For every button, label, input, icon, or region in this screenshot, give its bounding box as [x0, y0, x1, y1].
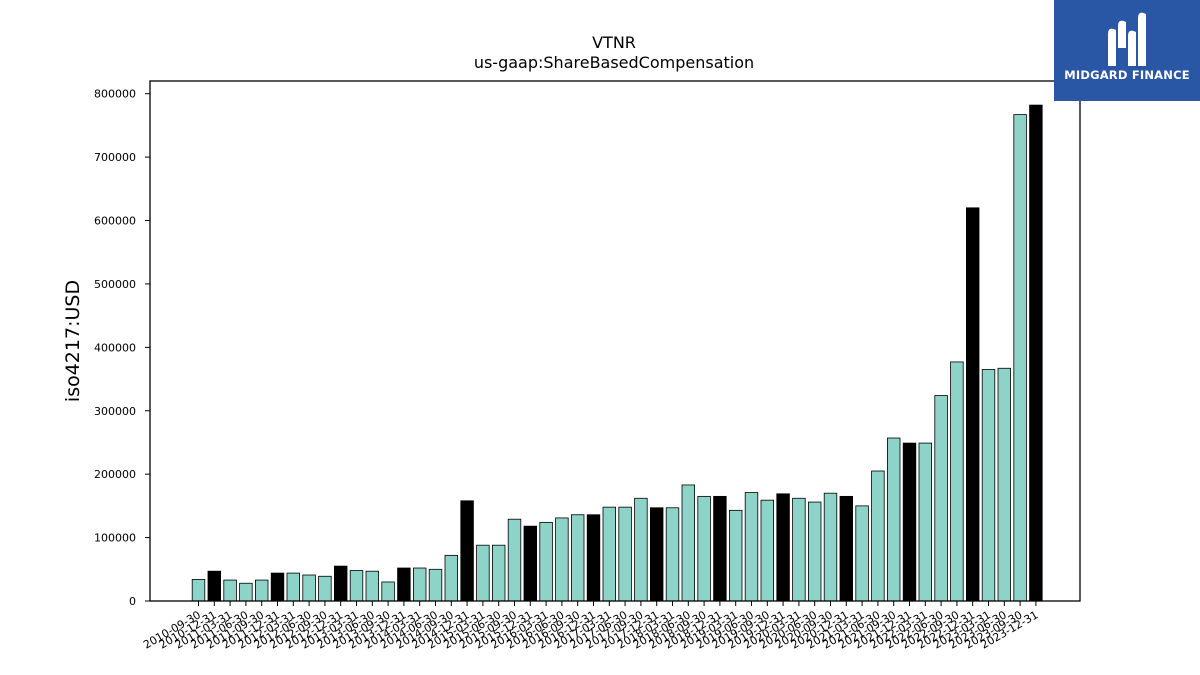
y-tick-label: 500000: [94, 278, 136, 291]
bar: [286, 572, 301, 602]
bar: [776, 493, 790, 602]
bar: [223, 579, 237, 602]
bar: [713, 495, 727, 602]
y-tick-label: 100000: [94, 532, 136, 545]
bar: [839, 495, 854, 602]
y-tick-label: 700000: [94, 151, 136, 164]
bar: [412, 567, 427, 602]
bar: [270, 572, 285, 602]
y-tick-label: 0: [129, 595, 136, 608]
y-axis-label: iso4217:USD: [62, 280, 84, 402]
bar: [491, 544, 506, 602]
bar: [254, 579, 269, 602]
bar: [1029, 104, 1043, 602]
bar: [476, 544, 490, 602]
bar: [618, 506, 632, 602]
bar: [950, 361, 964, 602]
brand-logo: MIDGARD FINANCE: [1054, 0, 1200, 101]
bar: [650, 507, 664, 602]
bar: [665, 507, 680, 602]
bar: [365, 570, 380, 602]
bar: [523, 525, 538, 602]
y-tick-label: 800000: [94, 88, 136, 101]
bar: [555, 517, 569, 602]
bar: [302, 574, 316, 602]
bar: [444, 554, 459, 602]
bar: [997, 367, 1012, 602]
bar: [207, 570, 222, 602]
y-tick-label: 300000: [94, 405, 136, 418]
bar: [792, 497, 806, 602]
bar: [318, 575, 332, 602]
bar: [586, 514, 601, 602]
chart-subtitle: us-gaap:ShareBasedCompensation: [474, 53, 754, 72]
bar: [191, 579, 206, 602]
plot-frame: [149, 80, 1081, 602]
bar: [808, 501, 822, 602]
bar: [381, 581, 395, 602]
bar: [571, 514, 585, 602]
bar: [934, 395, 948, 602]
y-tick-label: 400000: [94, 341, 136, 354]
bar: [333, 565, 348, 602]
bar: [602, 506, 617, 602]
bar: [239, 582, 253, 602]
brand-name: MIDGARD FINANCE: [1064, 68, 1190, 82]
bar: [871, 470, 885, 602]
y-axis: 0 100000 200000 300000 400000 500000 600000 700…: [94, 88, 150, 608]
bar: [902, 442, 917, 602]
bar: [428, 568, 443, 602]
bar: [966, 207, 980, 602]
bar: [349, 570, 364, 602]
bar: [1013, 114, 1027, 602]
bar: [681, 484, 696, 602]
bar: [887, 437, 901, 602]
bar: [539, 521, 553, 602]
bar: [744, 492, 759, 602]
bar: [729, 509, 743, 602]
bar: [760, 499, 775, 602]
chart-title: VTNR: [592, 33, 636, 52]
bar: [981, 369, 996, 602]
bar: [823, 492, 838, 602]
y-tick-label: 600000: [94, 215, 136, 228]
x-axis: 2010-09-302010-12-312011-03-312011-06-30…: [141, 601, 1040, 652]
brand-mark-icon: [1108, 12, 1146, 67]
bar: [634, 497, 648, 602]
bar: [918, 442, 933, 602]
bar: [697, 495, 711, 602]
bar: [855, 505, 869, 602]
bar: [397, 567, 411, 602]
bars-group: [191, 104, 1043, 602]
y-tick-label: 200000: [94, 468, 136, 481]
bar: [460, 500, 474, 602]
bar: [507, 518, 522, 602]
